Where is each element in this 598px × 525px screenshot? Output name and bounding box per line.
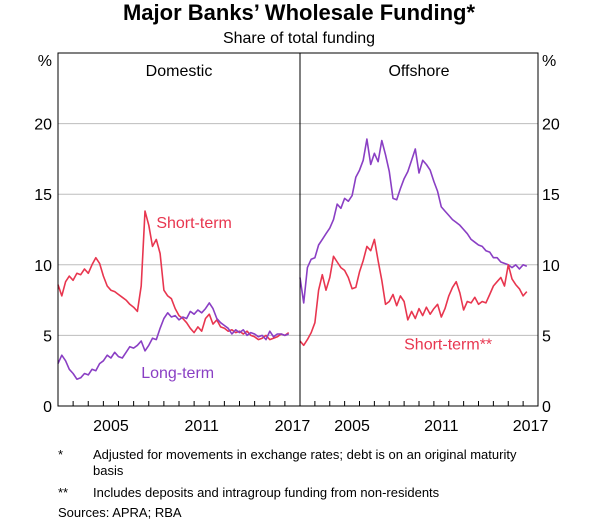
y-tick-label-right-15: 15 [542,187,560,204]
y-tick-label-left-15: 15 [34,187,52,204]
series-line-domestic-1 [57,210,290,341]
series-line-offshore-2 [299,238,528,347]
y-tick-label-left-5: 5 [43,328,52,345]
sources-note: Sources: APRA; RBA [58,505,182,520]
x-tick-label-2005: 2005 [93,418,129,435]
series-label-domestic-1: Short-term [156,215,232,232]
x-tick-label-2011: 2011 [424,418,459,435]
x-tick-label-2017: 2017 [513,418,549,435]
footnote-1-mark: * [58,447,64,462]
x-tick-label-2017: 2017 [275,418,311,435]
x-tick-label-2011: 2011 [184,418,219,435]
panel-title-offshore: Offshore [388,63,449,80]
footnote-2-text: Includes deposits and intragroup funding… [93,485,440,500]
footnote-1: * Adjusted for movements in exchange rat… [0,447,598,481]
x-tick-label-2005: 2005 [334,418,370,435]
panel-title-domestic: Domestic [146,63,213,80]
y-tick-label-right-5: 5 [542,328,551,345]
y-tick-label-left-20: 20 [34,117,52,134]
y-tick-label-left-10: 10 [34,258,52,275]
y-unit-right: % [542,53,556,70]
chart-title: Major Banks’ Wholesale Funding* [122,0,476,25]
series-label-offshore-1: Short-term** [404,337,492,354]
y-tick-label-right-0: 0 [542,399,551,416]
plot-frame [57,52,539,407]
y-tick-label-right-20: 20 [542,117,560,134]
footnote-2-mark: ** [58,485,69,500]
chart-subtitle: Share of total funding [222,30,376,47]
footnote-1-text: Adjusted for movements in exchange rates… [93,447,517,478]
series-label-domestic-2: Long-term [141,365,214,382]
series-line-offshore-1 [299,138,528,304]
footnote-2: ** Includes deposits and intragroup fund… [0,485,598,503]
series-line-domestic-2 [57,302,289,381]
y-tick-label-left-0: 0 [43,399,52,416]
y-unit-left: % [38,53,52,70]
y-tick-label-right-10: 10 [542,258,560,275]
